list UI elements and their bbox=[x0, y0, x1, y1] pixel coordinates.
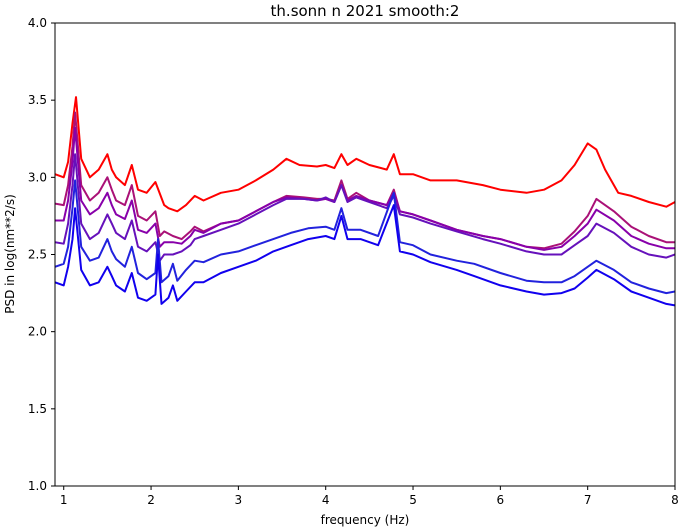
x-axis-label: frequency (Hz) bbox=[321, 513, 410, 527]
series-line-6 bbox=[55, 204, 675, 307]
x-axis: 1 2 3 4 5 6 7 8 bbox=[60, 486, 679, 507]
y-tick-label: 3.5 bbox=[28, 93, 47, 107]
series-line-2 bbox=[55, 111, 675, 250]
y-tick-label: 1.5 bbox=[28, 402, 47, 416]
y-tick-label: 2.5 bbox=[28, 248, 47, 262]
series-group bbox=[55, 96, 675, 307]
x-tick-label: 3 bbox=[235, 493, 243, 507]
x-tick-label: 4 bbox=[322, 493, 330, 507]
x-tick-label: 8 bbox=[671, 493, 679, 507]
y-tick-label: 3.0 bbox=[28, 170, 47, 184]
x-tick-label: 6 bbox=[497, 493, 505, 507]
x-tick-label: 7 bbox=[584, 493, 592, 507]
y-tick-label: 1.0 bbox=[28, 479, 47, 493]
series-line-4 bbox=[55, 153, 675, 262]
y-tick-label: 4.0 bbox=[28, 16, 47, 30]
series-line-1 bbox=[55, 96, 675, 213]
y-tick-label: 2.0 bbox=[28, 325, 47, 339]
plot-area bbox=[55, 23, 675, 486]
y-axis: 1.0 1.5 2.0 2.5 3.0 3.5 4.0 bbox=[28, 16, 55, 493]
x-tick-label: 1 bbox=[60, 493, 68, 507]
series-line-5 bbox=[55, 179, 675, 295]
y-axis-label: PSD in log(nm**2/s) bbox=[3, 194, 17, 314]
x-tick-label: 2 bbox=[147, 493, 155, 507]
x-tick-label: 5 bbox=[409, 493, 417, 507]
series-line-3 bbox=[55, 126, 675, 251]
chart-title: th.sonn n 2021 smooth:2 bbox=[271, 2, 460, 20]
